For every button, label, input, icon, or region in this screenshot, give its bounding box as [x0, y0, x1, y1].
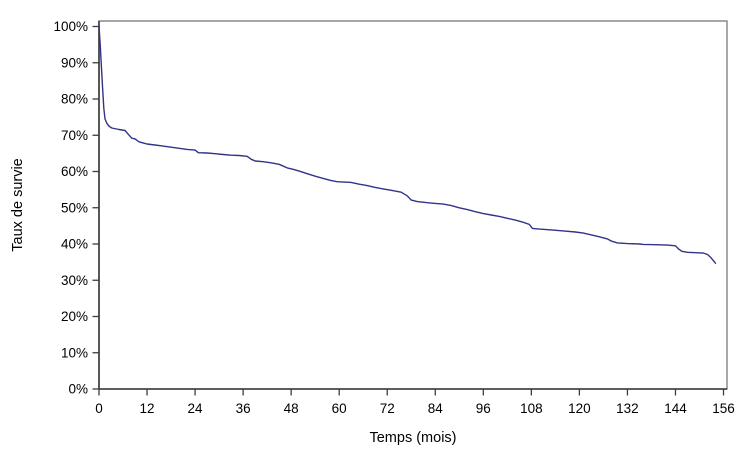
x-tick-label: 108	[520, 401, 543, 416]
plot-area-frame	[98, 20, 728, 390]
y-tick-label: 0%	[68, 382, 88, 397]
y-tick-label: 70%	[61, 128, 88, 143]
x-tick-label: 144	[664, 401, 687, 416]
y-axis-title: Taux de survie	[10, 158, 26, 252]
y-tick-label: 60%	[61, 164, 88, 179]
y-tick-label: 20%	[61, 309, 88, 324]
y-tick-label: 90%	[61, 55, 88, 70]
y-tick-label: 40%	[61, 237, 88, 252]
x-tick-label: 60	[332, 401, 347, 416]
y-tick-label: 80%	[61, 92, 88, 107]
survival-curve	[98, 25, 717, 264]
x-tick-label: 120	[568, 401, 591, 416]
axes	[98, 21, 727, 390]
y-tick-label: 100%	[53, 19, 88, 34]
x-tick-label: 132	[616, 401, 639, 416]
y-tick-label: 30%	[61, 273, 88, 288]
x-tick-label: 24	[188, 401, 204, 416]
axis-tick-labels: 0% 10% 20% 30% 40% 50% 60% 70% 80% 90% 100% 0 12 24 36…	[53, 19, 734, 416]
x-tick-label: 156	[712, 401, 735, 416]
x-tick-label: 96	[476, 401, 491, 416]
x-tick-label: 72	[380, 401, 395, 416]
x-tick-label: 0	[95, 401, 103, 416]
axis-ticks	[92, 25, 725, 396]
y-tick-label: 10%	[61, 345, 88, 360]
x-axis-title: Temps (mois)	[369, 430, 456, 446]
x-tick-label: 48	[284, 401, 299, 416]
x-tick-label: 12	[140, 401, 155, 416]
x-tick-label: 84	[428, 401, 444, 416]
x-tick-label: 36	[236, 401, 251, 416]
y-tick-label: 50%	[61, 200, 88, 215]
